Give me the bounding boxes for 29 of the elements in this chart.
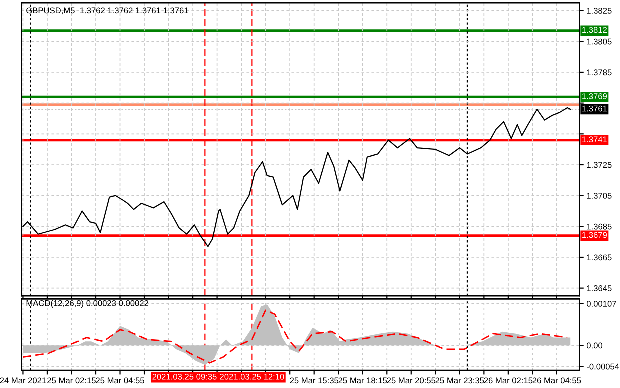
ref-line-label: 2021.03.25 12:10 [220, 374, 284, 380]
y-tick-label: 1.3785 [587, 70, 612, 76]
ref-line-label: 1.3769 [582, 93, 608, 100]
x-tick-label: 25 Mar 15:35 [290, 378, 339, 384]
x-tick-label: 26 Mar 02:15 [484, 378, 533, 384]
x-tick-label: 25 Mar 04:55 [96, 378, 144, 384]
y-tick-label: 1.3805 [587, 38, 612, 45]
x-tick-label: 25 Mar 18:15 [338, 378, 388, 384]
ref-line-label: 1.3812 [582, 27, 607, 34]
chart-title: GBPUSD,M5 1.3762 1.3762 1.3761 1.3761 [26, 8, 188, 15]
y-tick-label: 1.3645 [587, 286, 612, 292]
chart-title: MACD(12,26,9) 0.00023 0.00022 [26, 300, 149, 308]
y-tick-label: 1.3665 [587, 254, 612, 261]
y-tick-label: 0.00 [586, 342, 603, 349]
x-tick-label: 26 Mar 04:55 [532, 378, 582, 384]
y-tick-label: 1.3725 [587, 162, 612, 168]
y-tick-label: 1.3825 [587, 8, 612, 14]
ref-line-label: 2021.03.25 09:35 [152, 374, 217, 380]
ref-line-label: 1.3761 [582, 106, 608, 112]
x-tick-label: 24 Mar 2021 [0, 378, 46, 384]
y-tick-label: 1.3685 [587, 224, 612, 230]
ref-line-label: 1.3741 [582, 136, 608, 143]
y-tick-label: 0.00107 [586, 301, 616, 307]
ref-line-label: 1.3679 [582, 232, 608, 238]
x-tick-label: 25 Mar 02:15 [48, 378, 96, 384]
x-tick-label: 25 Mar 23:35 [436, 378, 484, 384]
y-tick-label: 1.3705 [587, 193, 612, 199]
y-tick-label: -0.00054 [587, 364, 620, 370]
x-tick-label: 25 Mar 20:55 [387, 378, 436, 384]
